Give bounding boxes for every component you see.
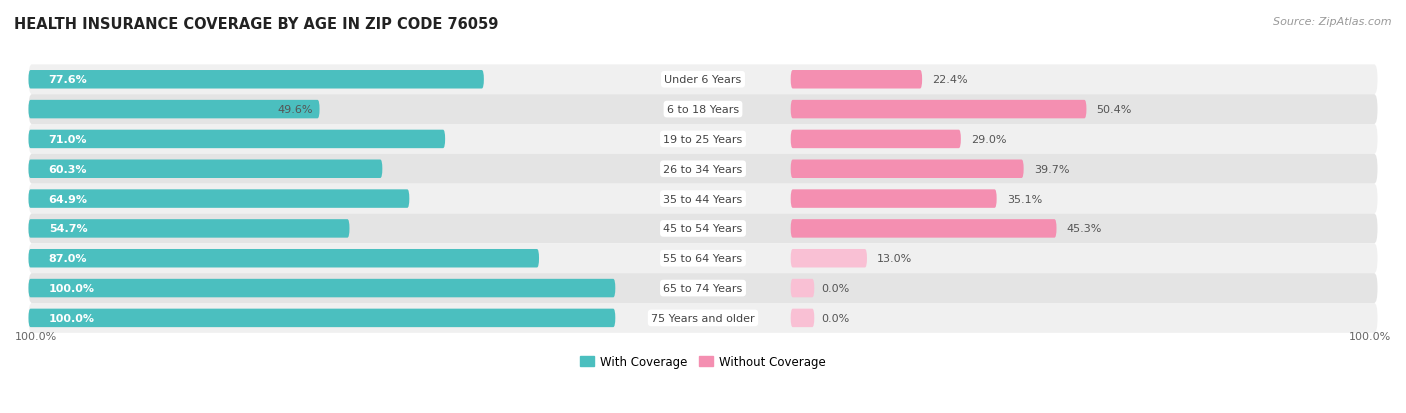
FancyBboxPatch shape	[790, 249, 868, 268]
FancyBboxPatch shape	[28, 309, 616, 328]
FancyBboxPatch shape	[28, 244, 1378, 273]
Text: 55 to 64 Years: 55 to 64 Years	[664, 254, 742, 263]
FancyBboxPatch shape	[790, 160, 1024, 178]
FancyBboxPatch shape	[28, 160, 382, 178]
Text: 100.0%: 100.0%	[15, 331, 58, 341]
FancyBboxPatch shape	[28, 101, 319, 119]
Text: 0.0%: 0.0%	[821, 313, 849, 323]
FancyBboxPatch shape	[790, 190, 997, 208]
FancyBboxPatch shape	[28, 95, 1378, 125]
FancyBboxPatch shape	[28, 214, 1378, 244]
Text: 49.6%: 49.6%	[277, 105, 312, 115]
Text: 60.3%: 60.3%	[49, 164, 87, 174]
Text: Source: ZipAtlas.com: Source: ZipAtlas.com	[1274, 17, 1392, 26]
Text: 45.3%: 45.3%	[1067, 224, 1102, 234]
Text: 35.1%: 35.1%	[1007, 194, 1042, 204]
Text: 6 to 18 Years: 6 to 18 Years	[666, 105, 740, 115]
FancyBboxPatch shape	[28, 131, 446, 149]
FancyBboxPatch shape	[28, 303, 1378, 333]
Text: 0.0%: 0.0%	[821, 283, 849, 293]
Text: 75 Years and older: 75 Years and older	[651, 313, 755, 323]
Text: 26 to 34 Years: 26 to 34 Years	[664, 164, 742, 174]
Text: Under 6 Years: Under 6 Years	[665, 75, 741, 85]
FancyBboxPatch shape	[28, 125, 1378, 154]
Text: 19 to 25 Years: 19 to 25 Years	[664, 135, 742, 145]
FancyBboxPatch shape	[28, 279, 616, 298]
FancyBboxPatch shape	[790, 131, 960, 149]
Text: 35 to 44 Years: 35 to 44 Years	[664, 194, 742, 204]
Text: HEALTH INSURANCE COVERAGE BY AGE IN ZIP CODE 76059: HEALTH INSURANCE COVERAGE BY AGE IN ZIP …	[14, 17, 499, 31]
FancyBboxPatch shape	[28, 154, 1378, 184]
Text: 100.0%: 100.0%	[49, 313, 94, 323]
FancyBboxPatch shape	[28, 190, 409, 208]
FancyBboxPatch shape	[28, 71, 484, 89]
FancyBboxPatch shape	[790, 71, 922, 89]
Legend: With Coverage, Without Coverage: With Coverage, Without Coverage	[575, 351, 831, 373]
Text: 64.9%: 64.9%	[49, 194, 87, 204]
FancyBboxPatch shape	[28, 220, 350, 238]
Text: 71.0%: 71.0%	[49, 135, 87, 145]
FancyBboxPatch shape	[28, 184, 1378, 214]
FancyBboxPatch shape	[790, 279, 814, 298]
FancyBboxPatch shape	[28, 249, 538, 268]
Text: 22.4%: 22.4%	[932, 75, 967, 85]
Text: 87.0%: 87.0%	[49, 254, 87, 263]
Text: 13.0%: 13.0%	[877, 254, 912, 263]
Text: 39.7%: 39.7%	[1033, 164, 1070, 174]
FancyBboxPatch shape	[28, 65, 1378, 95]
Text: 100.0%: 100.0%	[1348, 331, 1391, 341]
FancyBboxPatch shape	[28, 273, 1378, 303]
Text: 50.4%: 50.4%	[1097, 105, 1132, 115]
Text: 45 to 54 Years: 45 to 54 Years	[664, 224, 742, 234]
FancyBboxPatch shape	[790, 309, 814, 328]
Text: 65 to 74 Years: 65 to 74 Years	[664, 283, 742, 293]
Text: 100.0%: 100.0%	[49, 283, 94, 293]
Text: 29.0%: 29.0%	[972, 135, 1007, 145]
FancyBboxPatch shape	[790, 220, 1056, 238]
Text: 77.6%: 77.6%	[49, 75, 87, 85]
FancyBboxPatch shape	[790, 101, 1087, 119]
Text: 54.7%: 54.7%	[49, 224, 87, 234]
